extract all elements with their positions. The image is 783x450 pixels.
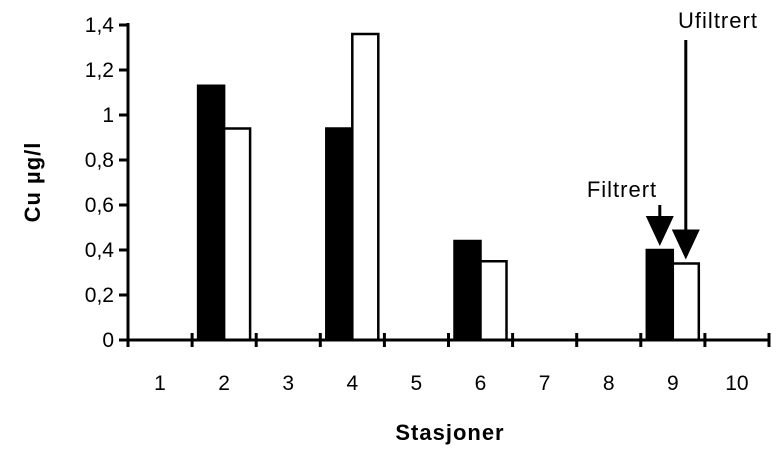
y-tick-label: 0,8 xyxy=(85,149,114,172)
x-tick-label: 3 xyxy=(282,372,294,395)
bar-filtrert-9 xyxy=(645,248,675,342)
x-tick-label: 7 xyxy=(539,372,551,395)
x-tick-label: 6 xyxy=(475,372,487,395)
x-axis-title: Stasjoner xyxy=(395,420,504,445)
annotation-label: Filtrert xyxy=(587,177,657,202)
bar-filtrert-6 xyxy=(453,239,482,342)
bar-ufiltrert-9 xyxy=(671,262,701,342)
bar-ufiltrert-4 xyxy=(351,32,380,342)
x-tick-label: 4 xyxy=(346,372,358,395)
y-tick-label: 0,6 xyxy=(85,194,114,217)
y-tick-label: 0,4 xyxy=(85,239,115,262)
y-tick-label: 1,4 xyxy=(85,14,115,37)
y-tick-label: 0 xyxy=(102,329,114,352)
annotations-group: Filtrert Ufiltrert xyxy=(587,8,758,260)
y-tick-label: 0,2 xyxy=(85,284,114,307)
x-tick-label: 1 xyxy=(154,372,166,395)
x-tick-label: 10 xyxy=(725,372,748,395)
x-tick-label: 2 xyxy=(218,372,230,395)
bar-ufiltrert-2 xyxy=(222,127,252,342)
y-tick-label: 1 xyxy=(102,104,114,127)
bar-filtrert-4 xyxy=(325,127,354,342)
y-axis-title: Cu µg/l xyxy=(20,142,45,223)
x-ticks-group: 1 2 3 4 5 6 7 8 9 10 xyxy=(126,333,771,395)
x-tick-label: 8 xyxy=(603,372,615,395)
annotation-arrow-head xyxy=(645,216,674,246)
y-ticks-group: 0 0,2 0,4 0,6 0,8 1 1,2 1,4 xyxy=(85,14,128,352)
y-tick-label: 1,2 xyxy=(85,59,114,82)
bar-ufiltrert-6 xyxy=(479,260,508,342)
annotation-arrow-head xyxy=(671,229,700,260)
annotation-label: Ufiltrert xyxy=(678,8,758,33)
x-tick-label: 9 xyxy=(667,372,679,395)
x-tick-label: 5 xyxy=(411,372,423,395)
bar-filtrert-2 xyxy=(196,84,226,342)
bars-group xyxy=(196,32,701,342)
